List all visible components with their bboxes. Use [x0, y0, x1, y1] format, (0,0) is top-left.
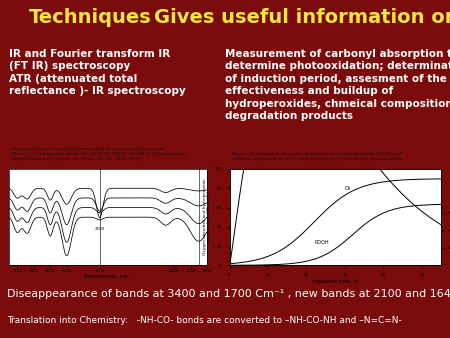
X-axis label: Wavenumber, cm⁻¹: Wavenumber, cm⁻¹: [84, 274, 132, 279]
Y-axis label: Oxygen absorbed and hydroperoxide
concentration, 10² mol l⁻¹: Oxygen absorbed and hydroperoxide concen…: [203, 179, 212, 256]
Text: Diseappearance of bands at 3400 and 1700 Cm⁻¹ , new bands at 2100 and 1640 cm⁻¹: Diseappearance of bands at 3400 and 1700…: [7, 289, 450, 299]
Text: Infra-red spectra of a polyurethane heated to various temperatures at
10° min⁻¹;: Infra-red spectra of a polyurethane heat…: [11, 147, 187, 161]
Text: IR and Fourier transform IR
(FT IR) spectroscopy
ATR (attenuated total
reflectan: IR and Fourier transform IR (FT IR) spec…: [9, 49, 186, 96]
Text: O₂: O₂: [345, 186, 351, 191]
Text: ROOH: ROOH: [314, 240, 328, 245]
Text: 2100: 2100: [94, 226, 105, 231]
Text: Techniques: Techniques: [29, 8, 151, 27]
Text: Translation into Chemistry:   -NH-CO- bonds are converted to –NH-CO-NH and –N=C=: Translation into Chemistry: -NH-CO- bond…: [7, 316, 401, 325]
Text: Gives useful information on: Gives useful information on: [154, 8, 450, 27]
X-axis label: Irradiation time, hr: Irradiation time, hr: [312, 279, 359, 283]
Text: Figure 1.4: Absorption of oxygen and formation of hydroperoxide (ROOH) and
carbo: Figure 1.4: Absorption of oxygen and for…: [232, 152, 403, 161]
Text: Measurement of carbonyl absorption to
determine photooxidation; determination
of: Measurement of carbonyl absorption to de…: [225, 49, 450, 121]
